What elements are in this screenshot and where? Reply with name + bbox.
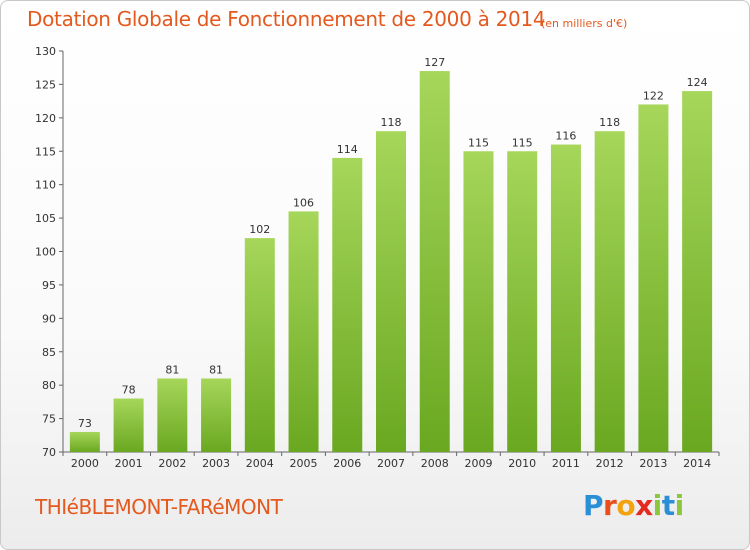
bar-value-label: 118 [381, 116, 402, 129]
bar [113, 398, 144, 452]
x-tick-label: 2003 [202, 457, 230, 470]
chart-title: Dotation Globale de Fonctionnement de 20… [27, 7, 546, 31]
bar-value-label: 116 [555, 130, 576, 143]
x-tick-label: 2012 [596, 457, 624, 470]
bar-value-label: 115 [512, 136, 533, 149]
x-tick-label: 2013 [639, 457, 667, 470]
logo-letter: P [583, 489, 604, 522]
commune-name: THIéBLEMONT-FARéMONT [35, 495, 283, 519]
x-tick-label: 2000 [71, 457, 99, 470]
bar-series [69, 71, 713, 453]
x-tick-label: 2002 [158, 457, 186, 470]
y-tick-label: 75 [42, 413, 56, 426]
bar-value-label: 118 [599, 116, 620, 129]
x-tick-label: 2010 [508, 457, 536, 470]
y-tick-label: 125 [35, 78, 56, 91]
bar [638, 104, 669, 452]
x-tick-label: 2014 [683, 457, 711, 470]
logo-letter: i [674, 489, 685, 522]
x-tick-label: 2006 [333, 457, 361, 470]
bar [244, 238, 275, 452]
y-tick-label: 85 [42, 346, 56, 359]
data-labels: 73 78 81 81 102 106 114 118 127 115 115 116 118 122 12… [78, 56, 708, 430]
bar [594, 131, 625, 452]
y-tick-label: 130 [35, 45, 56, 58]
y-tick-label: 105 [35, 212, 56, 225]
bar [507, 151, 538, 452]
bar-value-label: 122 [643, 89, 664, 102]
y-tick-label: 80 [42, 379, 56, 392]
logo-letter: i [652, 489, 663, 522]
bar-value-label: 78 [122, 384, 136, 397]
logo-letter: x [635, 489, 653, 522]
bar [288, 211, 319, 452]
bar-value-label: 102 [249, 223, 270, 236]
bar [550, 144, 581, 453]
y-tick-label: 95 [42, 279, 56, 292]
y-tick-label: 115 [35, 145, 56, 158]
proxiti-logo[interactable]: Proxiti [583, 489, 684, 522]
bar-value-label: 81 [209, 363, 223, 376]
bar-value-label: 73 [78, 417, 92, 430]
x-tick-label: 2005 [290, 457, 318, 470]
bar-value-label: 114 [337, 143, 358, 156]
logo-letter: o [616, 489, 636, 522]
bar-value-label: 124 [687, 76, 708, 89]
bar [682, 91, 713, 452]
x-tick-label: 2009 [464, 457, 492, 470]
y-tick-label: 70 [42, 446, 56, 459]
x-axis: 2000 2001 2002 2003 2004 2005 2006 2007 2008 2009… [62, 451, 720, 470]
logo-letter: r [603, 489, 617, 522]
y-axis: 70 75 80 85 90 95 100 105 110 115 120 125 130 [35, 45, 64, 459]
bar [201, 378, 232, 452]
bar-value-label: 81 [165, 363, 179, 376]
x-tick-label: 2007 [377, 457, 405, 470]
x-tick-label: 2011 [552, 457, 580, 470]
chart-subtitle: (en milliers d'€) [541, 17, 628, 30]
bar [69, 431, 100, 452]
bar [463, 151, 494, 452]
y-tick-label: 90 [42, 312, 56, 325]
bar-value-label: 115 [468, 136, 489, 149]
x-tick-label: 2008 [421, 457, 449, 470]
x-tick-label: 2001 [115, 457, 143, 470]
logo-letter: t [661, 489, 675, 522]
bar [419, 71, 450, 453]
bar [157, 378, 188, 452]
bar [332, 157, 363, 452]
bar [376, 131, 406, 452]
y-tick-label: 100 [35, 246, 56, 259]
bar-value-label: 127 [424, 56, 445, 69]
bar-value-label: 106 [293, 196, 314, 209]
y-tick-label: 120 [35, 112, 56, 125]
x-tick-label: 2004 [246, 457, 274, 470]
y-tick-label: 110 [35, 179, 56, 192]
